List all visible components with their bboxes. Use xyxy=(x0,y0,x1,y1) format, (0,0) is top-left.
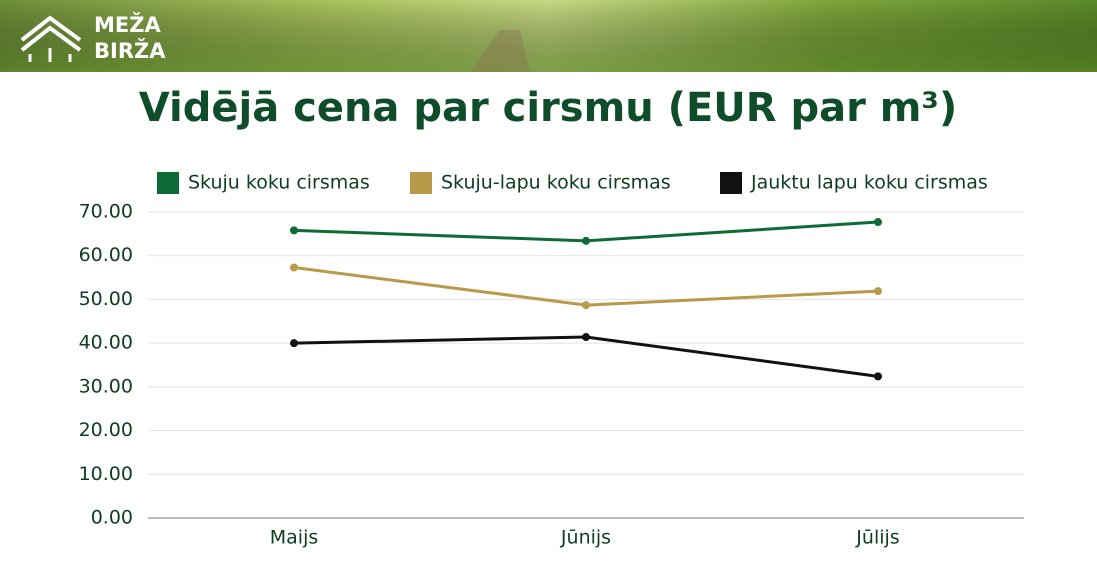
logo-text: BIRŽA xyxy=(94,38,166,63)
x-tick-label: Jūlijs xyxy=(855,527,899,549)
legend-swatch xyxy=(157,172,179,194)
y-tick-label: 20.00 xyxy=(79,419,133,441)
data-point xyxy=(290,226,298,235)
y-tick-label: 30.00 xyxy=(79,375,133,397)
y-tick-label: 0.00 xyxy=(91,507,133,529)
y-tick-label: 50.00 xyxy=(79,288,133,310)
x-tick-label: Maijs xyxy=(270,527,319,549)
chart-title: Vidējā cena par cirsmu (EUR par m³) xyxy=(139,85,957,131)
y-tick-label: 70.00 xyxy=(79,201,133,223)
header-banner xyxy=(0,0,1097,72)
legend-label: Skuju-lapu koku cirsmas xyxy=(441,172,671,194)
data-point xyxy=(874,287,882,296)
data-point xyxy=(582,333,590,342)
data-point xyxy=(874,218,882,227)
x-tick-label: Jūnijs xyxy=(560,527,611,549)
legend-swatch xyxy=(720,172,742,194)
data-point xyxy=(582,301,590,310)
y-tick-label: 60.00 xyxy=(79,244,133,266)
y-tick-label: 40.00 xyxy=(79,332,133,354)
data-point xyxy=(582,236,590,245)
y-tick-label: 10.00 xyxy=(79,463,133,485)
legend-label: Jauktu lapu koku cirsmas xyxy=(750,172,988,194)
data-point xyxy=(290,339,298,348)
legend-swatch xyxy=(410,172,432,194)
data-point xyxy=(874,372,882,381)
legend-label: Skuju koku cirsmas xyxy=(188,172,370,194)
data-point xyxy=(290,263,298,272)
logo-text: MEŽA xyxy=(94,12,161,37)
